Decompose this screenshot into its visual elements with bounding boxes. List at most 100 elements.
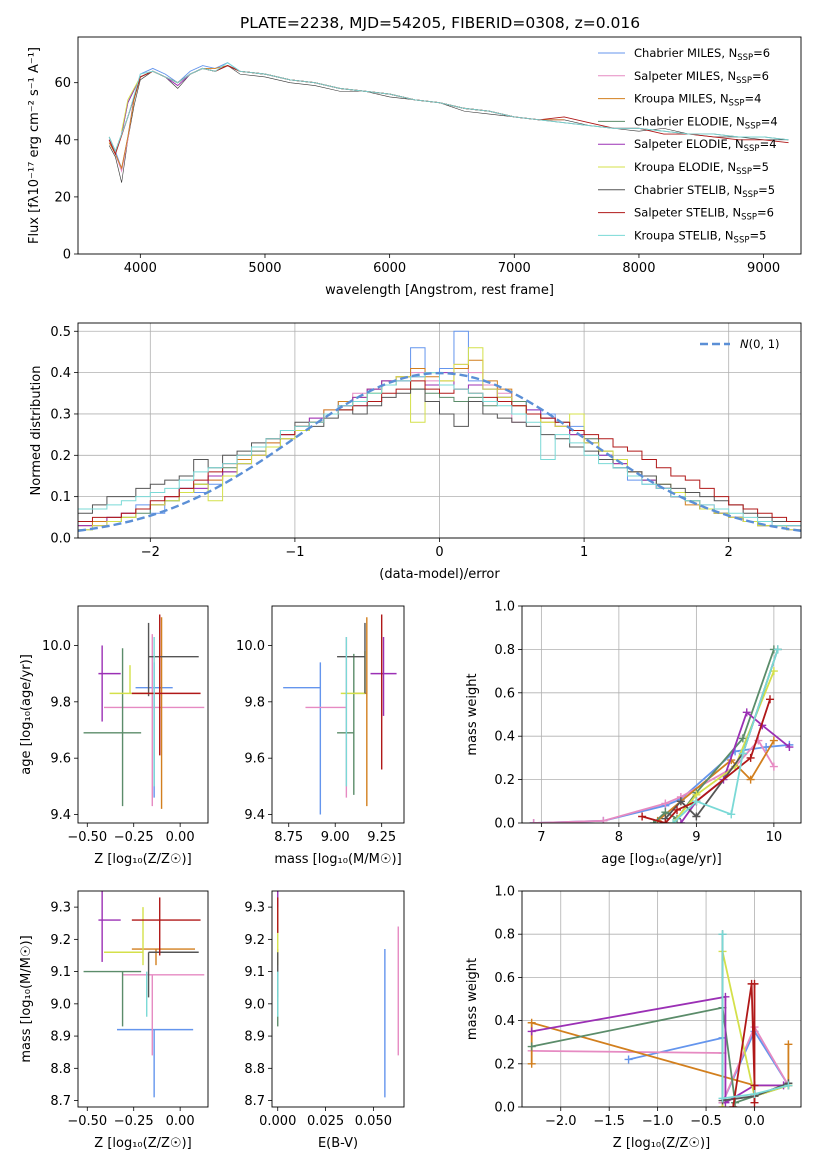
weight-marker — [692, 812, 701, 821]
y-tick-label: 0.4 — [50, 366, 71, 381]
weight-marker — [746, 775, 755, 784]
y-tick-label: 1.0 — [494, 885, 515, 900]
y-tick-label: 9.0 — [50, 997, 71, 1012]
x-tick-label: −1.0 — [642, 1114, 674, 1129]
y-tick-label: 0.0 — [494, 817, 515, 832]
weight-marker — [750, 1081, 759, 1090]
weight-marker — [692, 797, 701, 806]
weight-marker — [661, 799, 670, 808]
x-tick-label: −0.5 — [690, 1114, 722, 1129]
axes-frame — [77, 605, 209, 824]
x-tick-label: 10 — [766, 830, 783, 845]
weight-marker — [669, 819, 678, 823]
weight-marker — [527, 1042, 536, 1051]
y-tick-label: 40 — [54, 133, 71, 148]
x-axis-label: E(B-V) — [318, 1136, 358, 1151]
weight-line — [721, 934, 789, 1100]
legend-entry: Kroupa MILES, NSSP=4 — [634, 92, 761, 109]
weight-marker — [769, 736, 778, 745]
y-tick-label: 9.8 — [50, 695, 71, 710]
x-tick-label: −0.50 — [67, 830, 107, 845]
x-tick-label: 8 — [615, 830, 623, 845]
figure-title: PLATE=2238, MJD=54205, FIBERID=0308, z=0… — [240, 14, 640, 32]
weight-marker — [729, 1103, 738, 1107]
panel-weight-vs-age: 7 8 9 10 0.0 0.2 0.4 0.6 0.8 1.0 age [log₁₀(age/yr… — [465, 600, 802, 867]
y-tick-label: 0 — [63, 248, 71, 263]
x-tick-label: 9.25 — [367, 830, 396, 845]
y-tick-label: 9.2 — [244, 933, 265, 948]
spectrum-line — [108, 62, 565, 171]
x-tick-label: 5000 — [248, 261, 281, 276]
weight-marker — [773, 645, 782, 654]
x-tick-label: 0.00 — [166, 830, 195, 845]
y-tick-label: 9.6 — [244, 752, 265, 767]
weight-marker — [738, 734, 747, 743]
y-axis-label: Normed distribution — [29, 366, 44, 496]
x-axis-label: Z [log₁₀(Z/Z☉)] — [94, 1136, 191, 1151]
weight-line — [664, 649, 779, 820]
spectrum-line — [108, 65, 565, 173]
x-tick-label: −0.25 — [114, 1114, 154, 1129]
weight-marker — [676, 797, 685, 806]
spectrum-line — [121, 65, 490, 135]
spectrum-line — [108, 65, 565, 170]
y-tick-label: 0.1 — [50, 490, 71, 505]
weight-lines — [527, 930, 793, 1107]
axes-frame — [521, 605, 802, 824]
weight-marker — [785, 743, 794, 752]
errorbar-group — [283, 614, 397, 815]
y-tick-label: 0.8 — [494, 643, 515, 658]
panel-residual-histogram: −2 −1 0 1 2 0.0 0.1 0.2 0.3 0.4 0.5 (data-model)/er… — [29, 322, 802, 582]
weight-marker — [784, 1040, 793, 1049]
y-tick-label: 9.2 — [50, 933, 71, 948]
weight-marker — [769, 762, 778, 771]
weight-marker — [727, 810, 736, 819]
spectrum-line — [121, 65, 490, 132]
x-tick-label: 8000 — [622, 261, 655, 276]
y-tick-label: 0.6 — [494, 686, 515, 701]
axes-frame — [521, 890, 802, 1108]
y-tick-label: 0.6 — [494, 971, 515, 986]
weight-marker — [762, 743, 771, 752]
weight-marker — [738, 749, 747, 758]
x-axis-label: Z [log₁₀(Z/Z☉)] — [94, 852, 191, 867]
y-tick-label: 8.9 — [244, 1030, 265, 1045]
normal-reference-curve — [78, 371, 801, 532]
y-tick-label: 9.4 — [244, 808, 265, 823]
weight-marker — [529, 819, 538, 823]
y-tick-label: 10.0 — [236, 639, 265, 654]
y-tick-label: 0.3 — [50, 407, 71, 422]
y-tick-label: 8.7 — [244, 1094, 265, 1109]
weight-marker — [746, 753, 755, 762]
y-tick-label: 8.8 — [50, 1062, 71, 1077]
histogram-step-line — [78, 372, 801, 527]
y-tick-label: 0.0 — [494, 1101, 515, 1116]
weight-marker — [766, 695, 774, 704]
y-tick-label: 9.8 — [244, 695, 265, 710]
histogram-step-line — [78, 380, 801, 522]
y-axis-label: mass weight — [465, 958, 480, 1040]
y-tick-label: 9.3 — [50, 901, 71, 916]
x-tick-label: 0 — [435, 545, 443, 560]
x-tick-label: −1 — [285, 545, 304, 560]
y-tick-label: 0.0 — [50, 532, 71, 547]
y-tick-label: 8.7 — [50, 1094, 71, 1109]
histogram-step-line — [78, 388, 801, 522]
x-tick-label: 0.0 — [744, 1114, 765, 1129]
x-tick-label: 0.025 — [307, 1114, 344, 1129]
axes-frame — [77, 890, 209, 1108]
y-tick-label: 1.0 — [494, 600, 515, 615]
legend-entry: Chabrier MILES, NSSP=6 — [634, 46, 770, 63]
x-tick-label: 9.00 — [321, 830, 350, 845]
x-tick-label: 1 — [580, 545, 588, 560]
panel-spectrum: 4000 5000 6000 7000 8000 9000 0 20 40 60 wavelengt… — [27, 36, 802, 298]
legend-entry: Kroupa ELODIE, NSSP=5 — [634, 160, 769, 177]
legend: Chabrier MILES, NSSP=6 Salpeter MILES, NS… — [598, 46, 778, 245]
y-tick-label: 8.9 — [50, 1030, 71, 1045]
panel-age-vs-Z: −0.50 −0.25 0.00 9.4 9.6 9.8 10.0 Z [log₁₀(Z/Z☉… — [19, 605, 209, 867]
legend-entry: Chabrier STELIB, NSSP=5 — [634, 183, 775, 200]
x-tick-label: −0.25 — [114, 830, 154, 845]
weight-marker — [624, 1055, 633, 1064]
y-tick-label: 0.2 — [494, 773, 515, 788]
